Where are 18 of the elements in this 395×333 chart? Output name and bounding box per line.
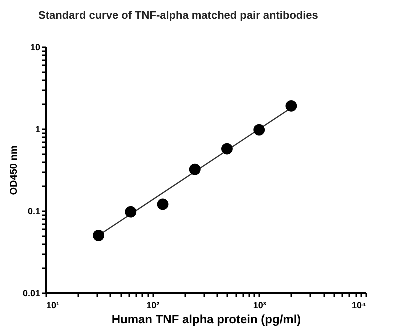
point xyxy=(189,164,201,176)
point xyxy=(93,230,104,242)
x-tick-label: 10¹ xyxy=(46,300,60,310)
y-tick-label: 0.1 xyxy=(28,206,40,216)
chart-title: Standard curve of TNF-alpha matched pair antibodies xyxy=(38,10,318,22)
point xyxy=(222,143,233,155)
point xyxy=(254,124,266,136)
x-tick-label: 10³ xyxy=(253,300,266,310)
y-tick-label: 1 xyxy=(35,124,40,134)
y-tick-label: 10 xyxy=(30,42,40,52)
x-axis-title: Human TNF alpha protein (pg/ml) xyxy=(112,312,302,326)
y-axis-title: OD450 nm xyxy=(8,146,20,196)
x-tick-label: 10⁴ xyxy=(352,300,366,310)
point xyxy=(286,100,298,112)
point xyxy=(157,198,169,210)
point xyxy=(125,206,137,218)
x-tick-label: 10² xyxy=(146,300,160,310)
y-tick-label: 0.01 xyxy=(22,288,40,298)
